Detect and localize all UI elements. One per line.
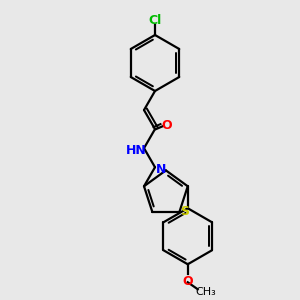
Text: O: O	[182, 275, 193, 288]
Text: S: S	[180, 206, 189, 218]
Text: Cl: Cl	[148, 14, 162, 28]
Text: N: N	[156, 163, 166, 176]
Text: O: O	[162, 118, 172, 132]
Text: HN: HN	[126, 144, 146, 157]
Text: CH₃: CH₃	[195, 287, 216, 297]
